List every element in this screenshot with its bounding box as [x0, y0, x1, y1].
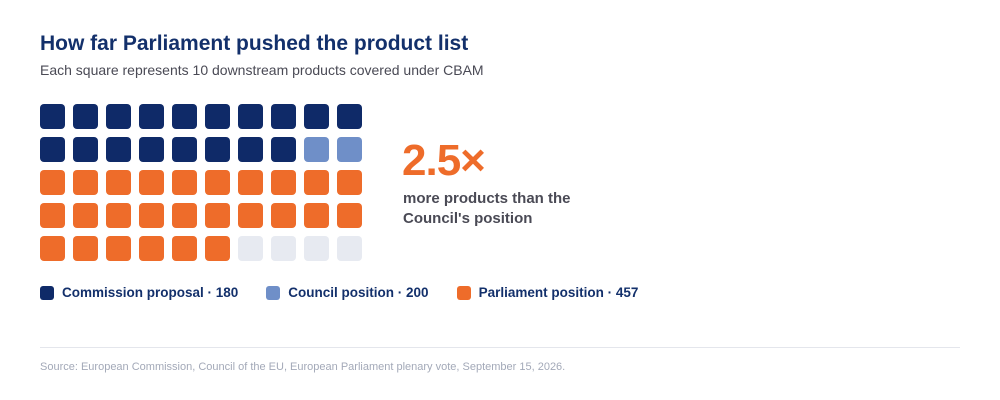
commission-square	[40, 137, 65, 162]
council-square	[304, 137, 329, 162]
legend-label-council: Council position · 200	[288, 285, 429, 300]
parliament-square	[337, 170, 362, 195]
commission-square	[139, 137, 164, 162]
parliament-square	[304, 203, 329, 228]
legend-item-commission: Commission proposal · 180	[40, 285, 238, 300]
waffle-grid	[40, 104, 364, 264]
commission-square	[337, 104, 362, 129]
commission-square	[238, 137, 263, 162]
multiplier-caption-line-2: Council's position	[403, 210, 533, 227]
commission-square	[73, 104, 98, 129]
commission-square	[172, 104, 197, 129]
parliament-square	[139, 170, 164, 195]
multiplier-caption: more products than the Council's positio…	[403, 189, 623, 229]
parliament-square	[271, 170, 296, 195]
legend-swatch-commission	[40, 285, 54, 300]
parliament-square	[172, 236, 197, 261]
parliament-square	[337, 203, 362, 228]
parliament-square	[106, 236, 131, 261]
parliament-square	[106, 170, 131, 195]
legend-swatch-parliament	[456, 285, 471, 300]
commission-square	[172, 137, 197, 162]
parliament-square	[172, 170, 197, 195]
empty-square	[238, 236, 263, 261]
footer-divider	[40, 347, 960, 348]
parliament-square	[40, 203, 65, 228]
parliament-square	[139, 236, 164, 261]
legend-label-parliament: Parliament position · 457	[478, 285, 639, 300]
parliament-square	[271, 203, 296, 228]
multiplier-value: 2.5×	[402, 136, 486, 185]
commission-square	[205, 137, 230, 162]
parliament-square	[73, 170, 98, 195]
empty-square	[304, 236, 329, 261]
commission-square	[238, 104, 263, 129]
parliament-square	[205, 236, 230, 261]
commission-square	[205, 104, 230, 129]
commission-square	[304, 104, 329, 129]
legend: Commission proposal · 180 Council positi…	[40, 285, 666, 300]
chart-title: How far Parliament pushed the product li…	[40, 32, 469, 55]
parliament-square	[304, 170, 329, 195]
commission-square	[40, 104, 65, 129]
parliament-square	[73, 203, 98, 228]
empty-square	[337, 236, 362, 261]
parliament-square	[172, 203, 197, 228]
commission-square	[106, 137, 131, 162]
parliament-square	[73, 236, 98, 261]
legend-label-commission: Commission proposal · 180	[62, 285, 239, 300]
commission-square	[139, 104, 164, 129]
parliament-square	[205, 170, 230, 195]
parliament-square	[139, 203, 164, 228]
parliament-square	[238, 170, 263, 195]
parliament-square	[205, 203, 230, 228]
commission-square	[73, 137, 98, 162]
commission-square	[106, 104, 131, 129]
commission-square	[271, 137, 296, 162]
parliament-square	[40, 170, 65, 195]
council-square	[337, 137, 362, 162]
parliament-square	[40, 236, 65, 261]
legend-item-council: Council position · 200	[266, 285, 429, 300]
source-note: Source: European Commission, Council of …	[40, 361, 566, 373]
parliament-square	[238, 203, 263, 228]
parliament-square	[106, 203, 131, 228]
chart-subtitle: Each square represents 10 downstream pro…	[40, 62, 484, 78]
empty-square	[271, 236, 296, 261]
multiplier-caption-line-1: more products than the	[403, 190, 571, 207]
legend-item-parliament: Parliament position · 457	[456, 285, 639, 300]
legend-swatch-council	[266, 285, 281, 300]
commission-square	[271, 104, 296, 129]
